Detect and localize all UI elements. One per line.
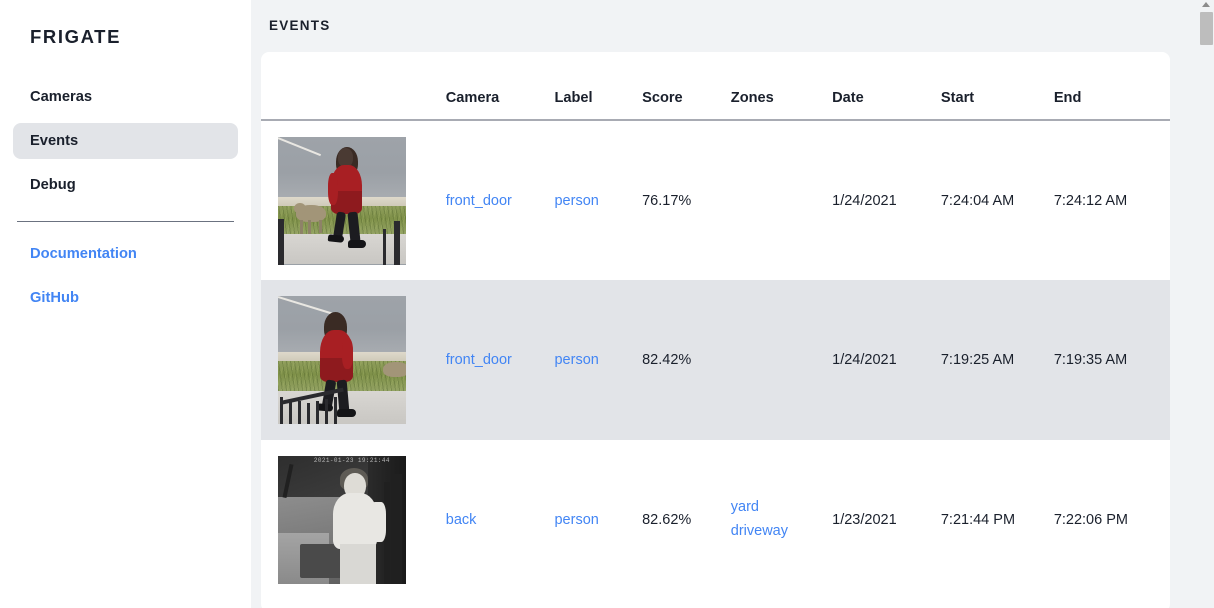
event-zones-cell: yard driveway xyxy=(731,440,832,600)
event-label-cell: person xyxy=(554,440,642,600)
event-end-cell: 7:19:35 AM xyxy=(1053,352,1128,368)
event-score-cell: 82.42% xyxy=(642,352,692,368)
events-table-header-row: Camera Label Score Zones Date Start End xyxy=(261,52,1170,120)
event-start-cell: 7:21:44 PM xyxy=(940,512,1016,528)
event-camera-link[interactable]: front_door xyxy=(445,192,512,209)
thumbnail-timestamp-overlay: 2021-01-23 19:21:44 xyxy=(313,457,390,464)
event-date-cell: 1/23/2021 xyxy=(832,512,897,528)
event-end-cell: 7:24:12 AM xyxy=(1053,192,1128,209)
events-table-head: Camera Label Score Zones Date Start End xyxy=(261,52,1170,120)
column-header-zones: Zones xyxy=(730,90,774,106)
event-thumbnail-cell xyxy=(261,280,446,440)
sidebar-item-events[interactable]: Events xyxy=(13,123,238,159)
table-row[interactable]: front_door person 82.42% 1/24/2021 7:19:… xyxy=(261,280,1170,440)
event-zone-link[interactable]: driveway xyxy=(730,523,788,539)
app-brand-title: FRIGATE xyxy=(30,26,122,47)
column-header-camera: Camera xyxy=(445,90,500,106)
event-label-link[interactable]: person xyxy=(554,512,599,528)
column-header-start: Start xyxy=(940,90,975,106)
event-thumbnail-image[interactable]: 2021-01-23 19:21:44 xyxy=(278,456,406,584)
events-table: Camera Label Score Zones Date Start End xyxy=(261,52,1170,600)
scroll-up-arrow-icon[interactable] xyxy=(1202,2,1210,7)
column-header-date: Date xyxy=(832,90,864,106)
event-zone-link[interactable]: yard xyxy=(730,499,759,516)
event-thumbnail-image[interactable] xyxy=(278,296,406,424)
event-score-cell: 76.17% xyxy=(642,192,692,209)
table-row[interactable]: front_door person 76.17% 1/24/2021 7:24:… xyxy=(261,120,1170,280)
sidebar-divider xyxy=(17,221,234,222)
event-camera-cell: front_door xyxy=(446,280,555,440)
column-header-score: Score xyxy=(642,90,683,106)
sidebar-link-github[interactable]: GitHub xyxy=(30,290,79,306)
sidebar-item-cameras[interactable]: Cameras xyxy=(30,89,93,105)
event-start-cell: 7:24:04 AM xyxy=(940,192,1015,209)
event-label-link[interactable]: person xyxy=(554,352,599,368)
events-card: Camera Label Score Zones Date Start End xyxy=(261,52,1170,608)
event-camera-cell: front_door xyxy=(446,120,555,280)
event-thumbnail-cell xyxy=(261,120,446,280)
column-header-end: End xyxy=(1053,90,1082,106)
event-thumbnail-image[interactable] xyxy=(278,136,406,265)
event-zones-cell xyxy=(731,280,832,440)
sidebar-link-documentation[interactable]: Documentation xyxy=(30,246,137,262)
event-label-link[interactable]: person xyxy=(554,192,599,209)
column-header-label: Label xyxy=(554,90,593,106)
table-row[interactable]: 2021-01-23 19:21:44 back person 82.62% xyxy=(261,440,1170,600)
event-camera-cell: back xyxy=(446,440,555,600)
event-thumbnail-cell: 2021-01-23 19:21:44 xyxy=(261,440,446,600)
event-score-cell: 82.62% xyxy=(642,512,692,528)
event-label-cell: person xyxy=(554,280,642,440)
scrollbar-thumb[interactable] xyxy=(1200,12,1213,45)
page-title: EVENTS xyxy=(269,18,331,33)
sidebar-item-debug[interactable]: Debug xyxy=(30,177,76,193)
events-table-body: front_door person 76.17% 1/24/2021 7:24:… xyxy=(261,120,1170,600)
event-date-cell: 1/24/2021 xyxy=(832,352,897,368)
event-zone-list: yard driveway xyxy=(731,496,832,543)
main-content: EVENTS Camera Label Score Zones Date Sta… xyxy=(251,0,1214,608)
event-start-cell: 7:19:25 AM xyxy=(940,352,1015,368)
event-end-cell: 7:22:06 PM xyxy=(1053,512,1128,528)
event-label-cell: person xyxy=(554,120,642,280)
sidebar: FRIGATE Cameras Events Debug Documentati… xyxy=(0,0,251,608)
event-camera-link[interactable]: back xyxy=(445,512,477,528)
vertical-scrollbar[interactable] xyxy=(1199,0,1214,608)
event-zones-cell xyxy=(731,120,832,280)
event-date-cell: 1/24/2021 xyxy=(832,192,897,209)
event-camera-link[interactable]: front_door xyxy=(445,352,512,368)
column-header-thumbnail xyxy=(261,52,446,120)
